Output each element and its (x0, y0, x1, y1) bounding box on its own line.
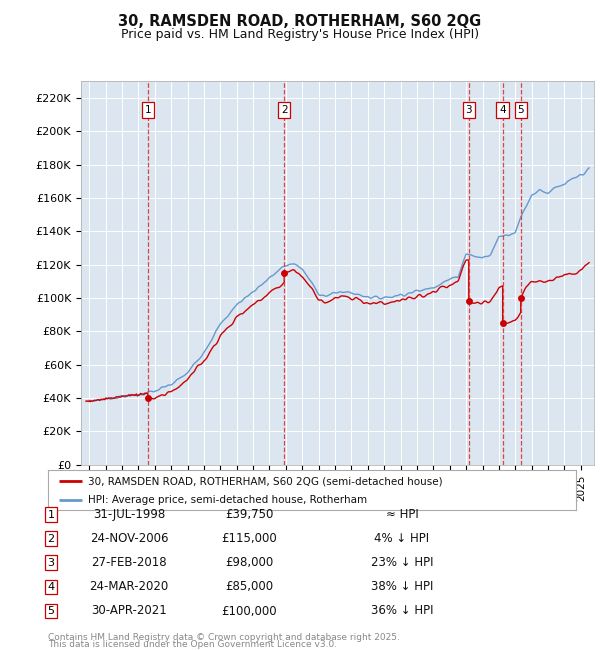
Text: HPI: Average price, semi-detached house, Rotherham: HPI: Average price, semi-detached house,… (88, 495, 367, 505)
Text: Price paid vs. HM Land Registry's House Price Index (HPI): Price paid vs. HM Land Registry's House … (121, 28, 479, 41)
Text: 3: 3 (47, 558, 55, 568)
Text: This data is licensed under the Open Government Licence v3.0.: This data is licensed under the Open Gov… (48, 640, 337, 649)
Text: Contains HM Land Registry data © Crown copyright and database right 2025.: Contains HM Land Registry data © Crown c… (48, 632, 400, 642)
Text: £115,000: £115,000 (221, 532, 277, 545)
Text: ≈ HPI: ≈ HPI (386, 508, 418, 521)
Text: 27-FEB-2018: 27-FEB-2018 (91, 556, 167, 569)
Text: 5: 5 (47, 606, 55, 616)
Text: 3: 3 (466, 105, 472, 114)
Text: £100,000: £100,000 (221, 604, 277, 617)
Text: 5: 5 (517, 105, 524, 114)
Text: 24-NOV-2006: 24-NOV-2006 (90, 532, 168, 545)
Text: 2: 2 (281, 105, 287, 114)
Text: £85,000: £85,000 (225, 580, 273, 593)
Text: 30, RAMSDEN ROAD, ROTHERHAM, S60 2QG: 30, RAMSDEN ROAD, ROTHERHAM, S60 2QG (118, 14, 482, 29)
Text: £98,000: £98,000 (225, 556, 273, 569)
Text: 2: 2 (47, 534, 55, 544)
Text: 38% ↓ HPI: 38% ↓ HPI (371, 580, 433, 593)
Text: 4: 4 (499, 105, 506, 114)
Text: 30-APR-2021: 30-APR-2021 (91, 604, 167, 617)
Text: 23% ↓ HPI: 23% ↓ HPI (371, 556, 433, 569)
Text: 4% ↓ HPI: 4% ↓ HPI (374, 532, 430, 545)
Text: 1: 1 (47, 510, 55, 520)
Text: £39,750: £39,750 (225, 508, 273, 521)
Text: 24-MAR-2020: 24-MAR-2020 (89, 580, 169, 593)
Text: 1: 1 (145, 105, 151, 114)
Text: 30, RAMSDEN ROAD, ROTHERHAM, S60 2QG (semi-detached house): 30, RAMSDEN ROAD, ROTHERHAM, S60 2QG (se… (88, 476, 442, 486)
Text: 36% ↓ HPI: 36% ↓ HPI (371, 604, 433, 617)
Text: 31-JUL-1998: 31-JUL-1998 (93, 508, 165, 521)
Text: 4: 4 (47, 582, 55, 592)
